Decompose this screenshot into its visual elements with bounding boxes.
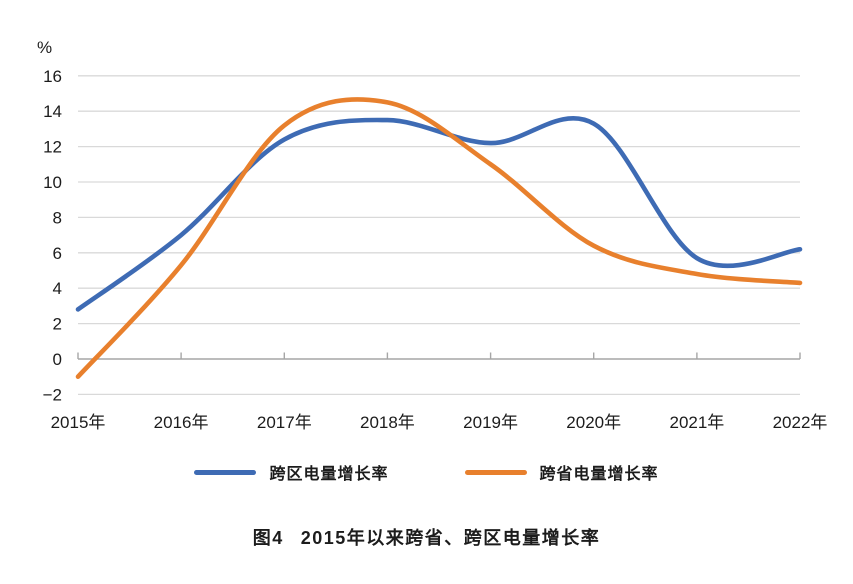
y-tick-label: 4 (53, 279, 62, 298)
y-tick-label: 12 (43, 138, 62, 157)
line-chart: 16 14 12 10 8 6 4 2 0 −2 2015年 2016年 2017年 2018年 2019年… (43, 67, 828, 432)
y-tick-label: 0 (53, 350, 62, 369)
y-tick-label: −2 (43, 385, 62, 404)
legend-label-cross-region: 跨区电量增长率 (269, 466, 389, 483)
y-tick-label: 14 (43, 102, 62, 121)
legend-line-swatch-cross-region (194, 469, 257, 475)
caption-figure-number: 图4 (252, 528, 284, 548)
y-tick-label: 10 (43, 173, 62, 192)
series-line-cross-province (75, 97, 803, 379)
x-tick-label: 2018年 (360, 413, 415, 432)
y-tick-label: 8 (53, 208, 62, 227)
x-tick-label: 2022年 (773, 413, 828, 432)
y-tick-label: 2 (53, 315, 62, 334)
legend-label-cross-province: 跨省电量增长率 (539, 466, 659, 483)
legend-item-cross-province: 跨省电量增长率 (464, 460, 659, 484)
y-tick-label: 16 (43, 67, 62, 86)
caption-title-text: 2015年以来跨省、跨区电量增长率 (300, 528, 601, 548)
x-tick-label: 2020年 (566, 413, 621, 432)
chart-legend: 跨区电量增长率 跨省电量增长率 (0, 460, 853, 484)
x-tick-label: 2017年 (257, 413, 312, 432)
x-tick-label: 2021年 (669, 413, 724, 432)
legend-item-cross-region: 跨区电量增长率 (194, 460, 388, 484)
y-tick-label: 6 (53, 244, 62, 263)
chart-caption: 图4 2015年以来跨省、跨区电量增长率 (0, 524, 853, 550)
y-axis-unit-label: % (37, 38, 53, 57)
x-tick-label: 2019年 (463, 413, 518, 432)
x-tick-label: 2015年 (51, 413, 106, 432)
x-tick-label: 2016年 (154, 413, 209, 432)
legend-line-swatch-cross-province (464, 469, 527, 475)
